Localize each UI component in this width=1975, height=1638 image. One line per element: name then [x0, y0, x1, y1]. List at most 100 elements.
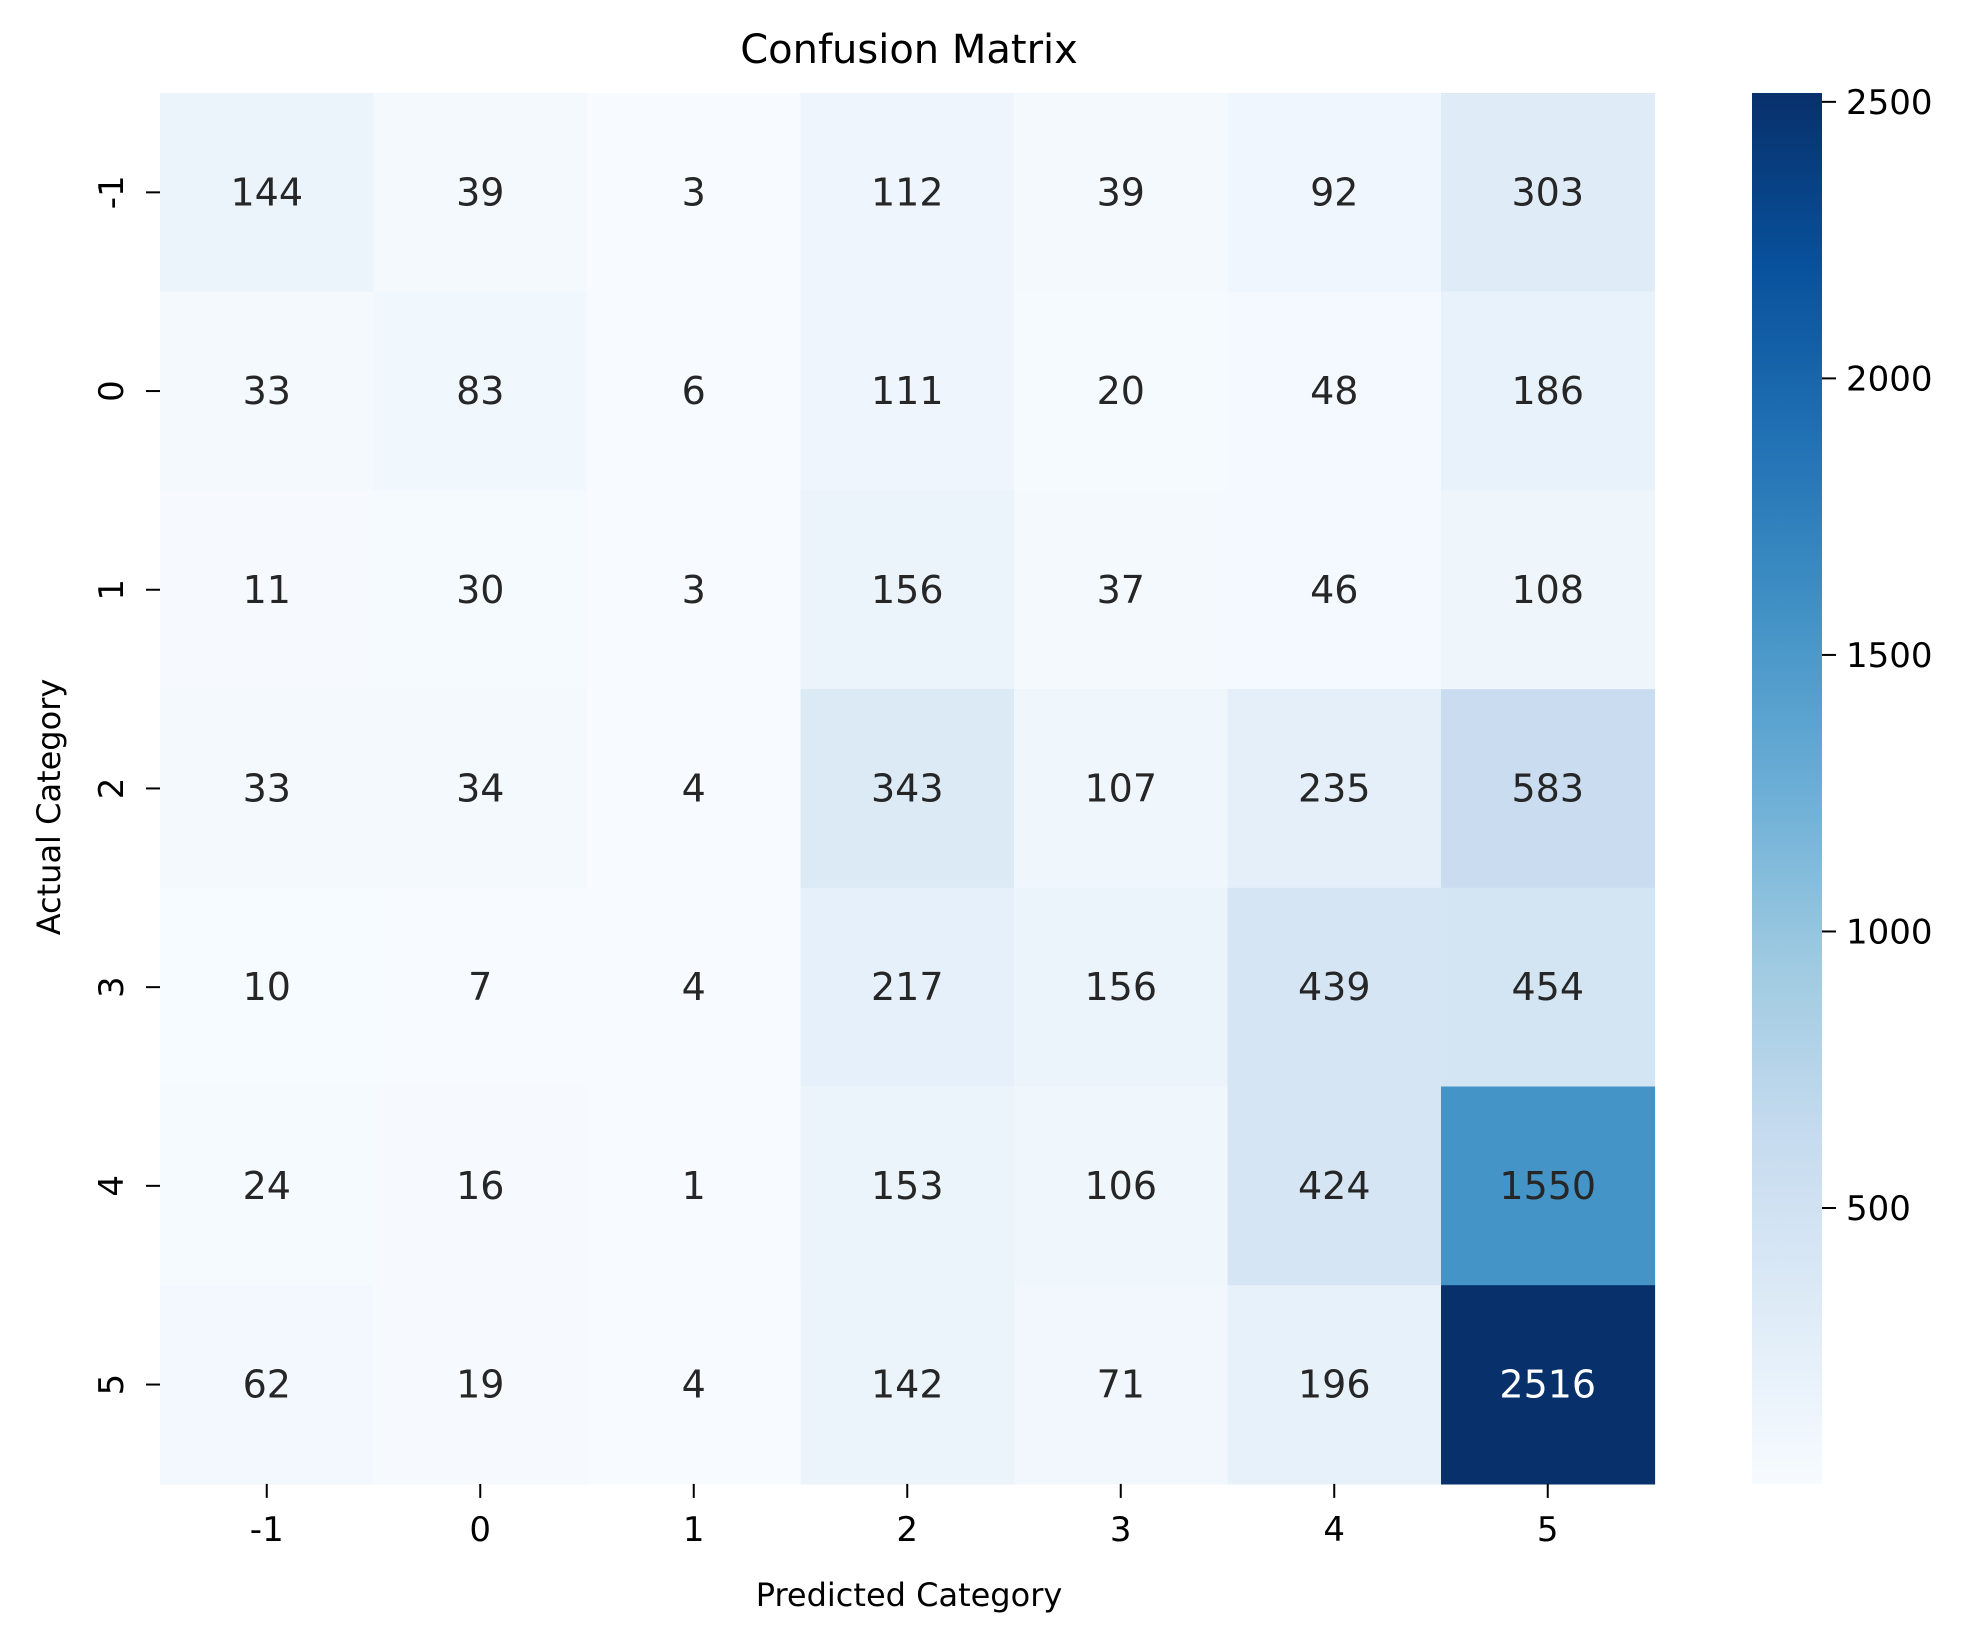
heatmap-cell	[160, 490, 375, 690]
cell-value-label: 34	[456, 766, 504, 810]
cell-value-label: 4	[682, 766, 706, 810]
cell-value-label: 583	[1511, 766, 1584, 810]
cell-value-label: 2516	[1499, 1363, 1596, 1407]
heatmap-cell	[373, 887, 588, 1088]
cell-value-label: 33	[243, 369, 291, 413]
cell-value-label: 39	[456, 170, 504, 214]
heatmap-cell	[160, 1086, 375, 1286]
colorbar-tick-label: 2500	[1846, 83, 1933, 123]
colorbar-tick-label: 500	[1846, 1189, 1911, 1229]
x-tick-label: 4	[1323, 1510, 1345, 1550]
cell-value-label: 156	[871, 568, 944, 612]
y-axis: -1 0 1 2 3 4 5	[92, 175, 160, 1395]
cell-value-label: 106	[1084, 1164, 1157, 1208]
cell-value-label: 11	[243, 568, 291, 612]
heatmap-cell	[1014, 93, 1229, 293]
x-tick-label: 3	[1110, 1510, 1132, 1550]
cell-value-label: 107	[1084, 766, 1157, 810]
heatmap-cell	[160, 689, 375, 889]
y-tick-label: 1	[92, 579, 132, 601]
x-axis: -1 0 1 2 3 4 5	[250, 1483, 1559, 1550]
x-tick-label: 1	[683, 1510, 705, 1550]
heatmap-cell	[1441, 93, 1656, 293]
colorbar-tick-label: 1000	[1846, 912, 1933, 952]
x-tick-label: -1	[250, 1510, 284, 1550]
cell-value-label: 3	[682, 170, 706, 214]
cell-value-label: 217	[871, 965, 944, 1009]
heatmap-cell	[1227, 1285, 1442, 1485]
cell-value-label: 7	[468, 965, 492, 1009]
cell-value-label: 71	[1097, 1363, 1145, 1407]
cell-value-label: 111	[871, 369, 944, 413]
cell-value-label: 142	[871, 1363, 944, 1407]
heatmap-cell	[1227, 689, 1442, 889]
y-tick-label: 3	[92, 976, 132, 998]
y-axis-label: Actual Category	[30, 679, 68, 936]
heatmap-cell	[800, 887, 1015, 1088]
cell-value-label: 3	[682, 568, 706, 612]
heatmap-cell	[587, 291, 802, 491]
heatmap-cell	[1441, 291, 1656, 491]
heatmap-cell	[587, 1285, 802, 1485]
heatmap-cell	[1227, 490, 1442, 690]
cell-value-label: 108	[1511, 568, 1584, 612]
heatmap-cell	[587, 93, 802, 293]
y-tick-label: -1	[92, 175, 132, 209]
colorbar-ticks: 500 1000 1500 2000 2500	[1822, 83, 1933, 1229]
heatmap-cell	[373, 490, 588, 690]
cell-value-label: 19	[456, 1363, 504, 1407]
heatmap-cell	[373, 1285, 588, 1485]
heatmap-cell	[160, 291, 375, 491]
cell-value-label: 186	[1511, 369, 1584, 413]
y-tick-label: 0	[92, 380, 132, 402]
cell-value-label: 62	[243, 1363, 291, 1407]
cell-value-label: 16	[456, 1164, 504, 1208]
cell-value-label: 144	[230, 170, 303, 214]
heatmap-cell	[587, 1086, 802, 1286]
cell-value-label: 33	[243, 766, 291, 810]
cell-value-label: 39	[1097, 170, 1145, 214]
cell-value-label: 10	[243, 965, 291, 1009]
cell-value-label: 153	[871, 1164, 944, 1208]
heatmap-cell	[1441, 1086, 1656, 1286]
cell-value-label: 83	[456, 369, 504, 413]
heatmap-cell	[160, 887, 375, 1088]
colorbar	[1752, 93, 1822, 1484]
y-tick-label: 4	[92, 1175, 132, 1197]
cell-value-label: 4	[682, 1363, 706, 1407]
cell-value-label: 37	[1097, 568, 1145, 612]
heatmap-cell	[800, 93, 1015, 293]
colorbar-tick-label: 1500	[1846, 636, 1933, 676]
heatmap-cell	[800, 1285, 1015, 1485]
cell-value-label: 112	[871, 170, 944, 214]
cell-value-label: 1	[682, 1164, 706, 1208]
heatmap-cell	[1014, 1086, 1229, 1286]
heatmap-cell	[1014, 1285, 1229, 1485]
heatmap-cell	[373, 689, 588, 889]
y-tick-label: 2	[92, 778, 132, 800]
cell-value-label: 439	[1298, 965, 1371, 1009]
cell-value-label: 92	[1310, 170, 1358, 214]
heatmap-cell	[1227, 93, 1442, 293]
cell-value-label: 4	[682, 965, 706, 1009]
heatmap-cell	[1441, 689, 1656, 889]
heatmap-cell	[800, 490, 1015, 690]
cell-value-label: 424	[1298, 1164, 1371, 1208]
heatmap-cell	[160, 1285, 375, 1485]
cell-value-label: 24	[243, 1164, 291, 1208]
colorbar-gradient	[1752, 93, 1822, 1484]
heatmap-cell	[160, 93, 375, 293]
heatmap-cell	[1014, 490, 1229, 690]
heatmap-cell	[1227, 887, 1442, 1088]
cell-value-label: 6	[682, 369, 706, 413]
y-tick-label: 5	[92, 1374, 132, 1396]
heatmap-cell	[373, 93, 588, 293]
heatmap-cell	[587, 689, 802, 889]
heatmap-cell	[587, 887, 802, 1088]
cell-value-label: 156	[1084, 965, 1157, 1009]
colorbar-tick-label: 2000	[1846, 359, 1933, 399]
heatmap-cell	[373, 1086, 588, 1286]
x-axis-label: Predicted Category	[756, 1576, 1063, 1614]
